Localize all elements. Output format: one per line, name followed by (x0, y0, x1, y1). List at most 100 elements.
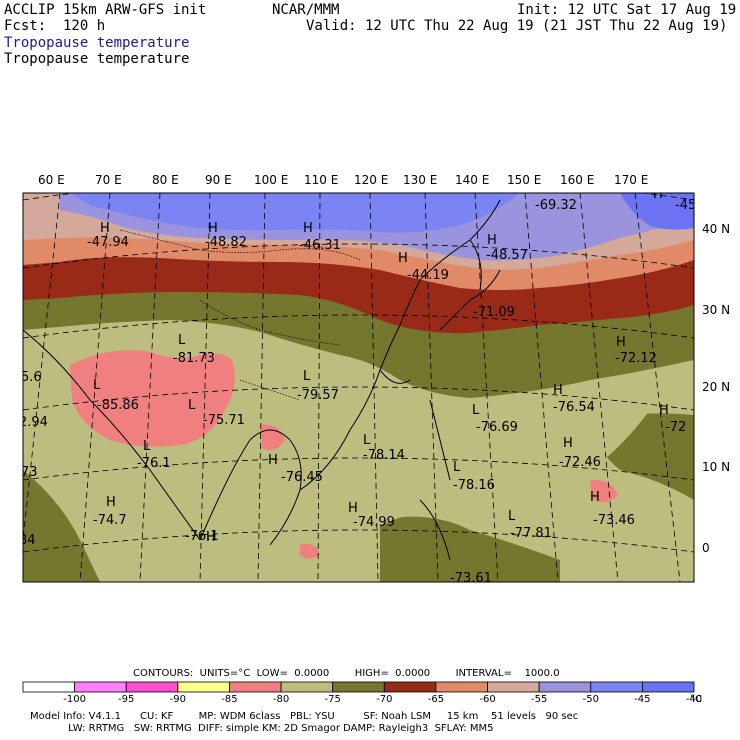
lon-label: 170 E (614, 173, 649, 187)
colorbar-tick-label: -50 (582, 694, 599, 705)
field-band-80-pacific (590, 479, 618, 503)
colorbar-tick-label: -55 (530, 694, 548, 705)
high-marker: H (208, 221, 218, 236)
edge-value: 5.6 (23, 370, 42, 385)
low-marker: L (472, 403, 480, 418)
colorbar-tick-label: -65 (427, 694, 445, 705)
high-marker: H (398, 251, 408, 266)
lon-label: 140 E (455, 173, 490, 187)
lon-label: 100 E (254, 173, 289, 187)
colorbar-swatch (74, 681, 127, 693)
lon-label: 90 E (205, 173, 232, 187)
high-value: -71.09 (473, 305, 515, 320)
colorbar-tick-label: -80 (272, 694, 290, 705)
graticule (23, 193, 694, 582)
low-marker: L (363, 433, 371, 448)
field-title-shaded: Tropopause temperature (4, 35, 190, 51)
lon-label: 150 E (507, 173, 542, 187)
field-band-80-indochina (260, 424, 285, 451)
model-title: ACCLIP 15km ARW-GFS init (4, 2, 207, 18)
lon-label: 120 E (354, 173, 389, 187)
low-value: -73.61 (450, 571, 492, 582)
init-time: Init: 12 UTC Sat 17 Aug 19 (517, 2, 737, 18)
colorbar-swatch (229, 681, 282, 693)
low-value: -75.71 (203, 413, 245, 428)
country-borders (119, 229, 361, 401)
colorbar-tick-label: -60 (479, 694, 496, 705)
high-marker: H (100, 221, 110, 236)
high-marker: H (106, 495, 116, 510)
high-marker: H (206, 530, 216, 545)
low-marker: L (178, 333, 186, 348)
colorbar-tick-label: -100 (63, 694, 86, 705)
forecast-hour: Fcst: 120 h (4, 18, 106, 34)
low-value: -78.16 (453, 478, 495, 493)
high-marker: H (659, 403, 669, 418)
low-marker: L (453, 460, 461, 475)
high-marker: H (553, 383, 563, 398)
high-value: -72 (665, 420, 687, 435)
high-value: -46.31 (299, 238, 341, 253)
lat-label: 10 N (702, 460, 731, 474)
lon-label: 60 E (38, 173, 65, 187)
model-info-line2: LW: RRTMG SW: RRTMG DIFF: simple KM: 2D … (30, 723, 494, 734)
lat-label: 20 N (702, 380, 731, 394)
colorbar-swatch (538, 681, 592, 693)
colorbar-tick-label: -90 (169, 694, 187, 705)
colorbar-tick-label: -95 (118, 694, 135, 705)
edge-value: 2.94 (23, 415, 48, 430)
org-label: NCAR/MMM (272, 2, 340, 18)
field-band-70-sw (23, 470, 100, 582)
colorbar-tick-label: -75 (324, 694, 341, 705)
high-value: -72.46 (559, 455, 601, 470)
colorbar-labels: -100 -95 -90 -85 -80 -75 -70 -65 -60 -55 -50 -45 -40… (0, 694, 740, 706)
lon-label: 70 E (95, 173, 122, 187)
field-band-80-south (300, 543, 320, 559)
low-value: -76.69 (476, 420, 518, 435)
extrema-layer: H -47.94 H -48.82 H -46.31 H -44.19 H -4… (23, 193, 694, 582)
field-band-45 (70, 193, 520, 233)
colorbar-tick-label: -70 (376, 694, 393, 705)
high-value: -76.54 (553, 400, 595, 415)
lon-label: 110 E (304, 173, 339, 187)
colorbar (22, 681, 695, 693)
low-value: -76.1 (137, 456, 171, 471)
high-marker: H (590, 490, 600, 505)
colorbar-swatch (22, 681, 76, 693)
lat-label: 30 N (702, 303, 731, 317)
low-value: -78.14 (363, 448, 405, 463)
edge-value: 84 (23, 533, 36, 548)
colorbar-tick-label: -85 (221, 694, 238, 705)
lon-label: 160 E (560, 173, 595, 187)
low-marker: L (508, 509, 516, 524)
low-value: -85.86 (97, 398, 139, 413)
colorbar-tick-label: -45 (634, 694, 651, 705)
shaded-field (23, 193, 694, 582)
high-value: -74.7 (93, 513, 127, 528)
coastlines (23, 199, 501, 561)
high-value: -76.45 (281, 470, 323, 485)
low-value: -81.73 (173, 351, 215, 366)
low-marker: L (93, 378, 101, 393)
high-marker: H (653, 193, 663, 202)
high-marker: H (616, 335, 626, 350)
valid-time: Valid: 12 UTC Thu 22 Aug 19 (21 JST Thu … (306, 18, 728, 34)
high-value: -73.46 (593, 513, 635, 528)
colorbar-swatch (177, 681, 230, 693)
low-marker: L (143, 439, 151, 454)
field-title-contour: Tropopause temperature (4, 51, 190, 67)
low-value: -77.81 (510, 526, 552, 541)
colorbar-swatch (125, 681, 179, 693)
colorbar-swatch (590, 681, 643, 693)
high-value: -48.57 (486, 248, 528, 263)
field-band-40-ne (620, 193, 694, 230)
colorbar-swatch (280, 681, 334, 693)
model-info-line1: Model Info: V4.1.1 CU: KF MP: WDM 6class… (30, 711, 579, 722)
high-value: -45 (675, 198, 694, 213)
colorbar-unit: °C (690, 694, 702, 705)
high-value: -72.12 (615, 351, 657, 366)
high-marker: H (303, 221, 313, 236)
edge-value: 73 (23, 465, 38, 480)
high-marker: H (348, 501, 358, 516)
